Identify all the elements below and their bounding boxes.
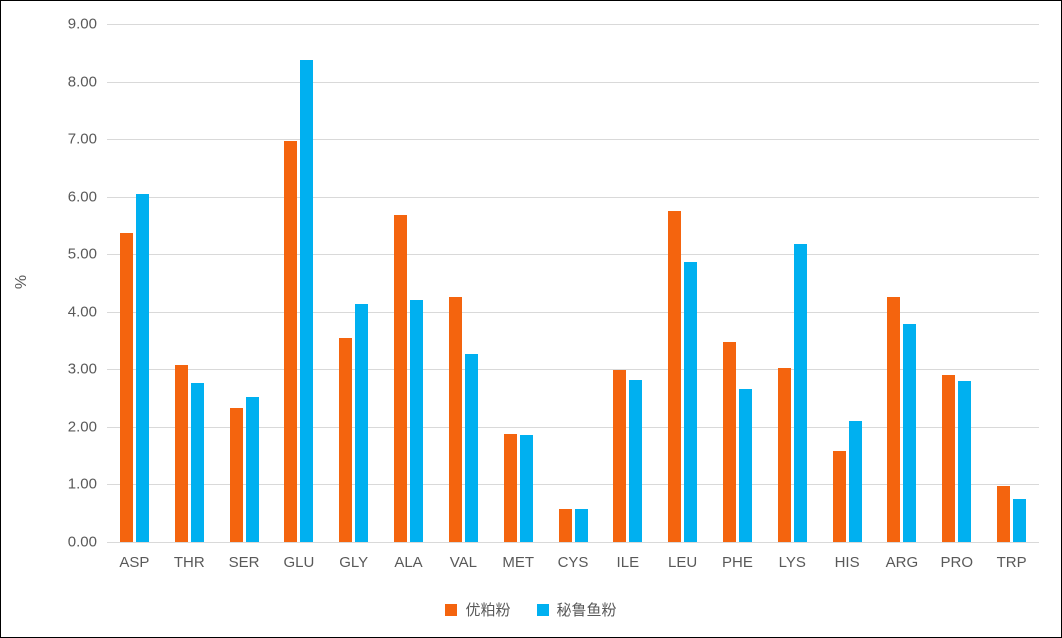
bar-series2-arg [903,323,917,542]
y-tick-label-0.00: 0.00 [67,533,97,551]
y-tick-label-4.00: 4.00 [67,303,97,321]
x-tick-label-met: MET [502,554,535,571]
legend: 优粕粉 秘鲁鱼粉 [1,599,1061,620]
x-tick-label-phe: PHE [722,554,753,571]
bar-series2-phe [738,388,752,542]
x-tick-label-ala: ALA [394,554,423,571]
bar-series2-glu [300,60,314,542]
legend-swatch-icon [536,603,549,616]
bar-series2-his [848,421,862,542]
legend-item-series1: 优粕粉 [445,599,511,620]
gridline-5.00 [107,254,1039,256]
bar-series2-asp [135,194,149,542]
x-tick-label-gly: GLY [339,554,369,571]
x-axis: ASP THR SER GLU GLY ALA VAL MET CYS ILE LEU PHE LYS H… [107,554,1039,578]
bar-series1-asp [119,232,133,542]
bar-series2-met [519,434,533,542]
bar-series2-leu [684,262,698,542]
bar-series2-ala [410,300,424,542]
bar-series1-ile [613,369,627,542]
x-tick-label-pro: PRO [940,554,974,571]
bar-series2-cys [574,508,588,542]
bar-series2-pro [958,381,972,542]
x-tick-label-cys: CYS [557,554,589,571]
bar-series1-met [503,434,517,542]
gridline-8.00 [107,81,1039,83]
bar-series2-ile [629,380,643,542]
y-tick-label-8.00: 8.00 [67,73,97,91]
bar-series1-val [448,296,462,542]
bar-series1-his [832,450,846,542]
bar-series2-gly [355,303,369,542]
x-tick-label-ser: SER [228,554,260,571]
x-tick-label-lys: LYS [778,554,806,571]
bar-series2-val [464,353,478,542]
y-axis: 0.00 1.00 2.00 3.00 4.00 5.00 6.00 7.00 8.00 9.00 [1,16,97,551]
y-tick-label-7.00: 7.00 [67,130,97,148]
y-tick-label-9.00: 9.00 [67,15,97,33]
x-tick-label-leu: LEU [668,554,698,571]
bar-series1-cys [558,508,572,542]
bar-series1-thr [174,365,188,542]
legend-swatch-icon [445,603,458,616]
x-tick-label-asp: ASP [119,554,150,571]
x-tick-label-glu: GLU [283,554,315,571]
gridline-7.00 [107,139,1039,141]
x-tick-label-trp: TRP [996,554,1027,571]
bar-series1-leu [668,211,682,542]
bar-series2-thr [190,382,204,542]
bar-series1-ser [229,408,243,542]
bar-series2-ser [245,396,259,542]
y-tick-label-1.00: 1.00 [67,475,97,493]
legend-label: 秘鲁鱼粉 [556,602,617,619]
gridline-4.00 [107,311,1039,313]
gridline-3.00 [107,369,1039,371]
legend-item-series2: 秘鲁鱼粉 [536,599,617,620]
y-tick-label-5.00: 5.00 [67,245,97,263]
gridline-0.00 [107,542,1039,543]
bar-series1-pro [942,374,956,542]
gridline-2.00 [107,426,1039,428]
y-tick-label-2.00: 2.00 [67,418,97,436]
bar-series2-trp [1013,499,1027,542]
gridline-1.00 [107,484,1039,486]
x-tick-label-ile: ILE [616,554,640,571]
x-tick-label-his: HIS [834,554,860,571]
bar-series1-ala [394,215,408,542]
x-tick-label-val: VAL [449,554,477,571]
plot-area [107,24,1039,543]
bar-series1-glu [284,140,298,542]
legend-label: 优粕粉 [465,602,511,619]
x-tick-label-thr: THR [173,554,205,571]
bar-series1-arg [887,296,901,542]
gridline-6.00 [107,196,1039,198]
x-tick-label-arg: ARG [885,554,919,571]
bar-series1-trp [997,486,1011,542]
bar-series1-lys [777,368,791,542]
gridline-9.00 [107,24,1039,25]
bar-series1-gly [339,337,353,542]
y-tick-label-3.00: 3.00 [67,360,97,378]
bar-series1-phe [722,342,736,542]
y-tick-label-6.00: 6.00 [67,188,97,206]
bar-series2-lys [793,244,807,542]
